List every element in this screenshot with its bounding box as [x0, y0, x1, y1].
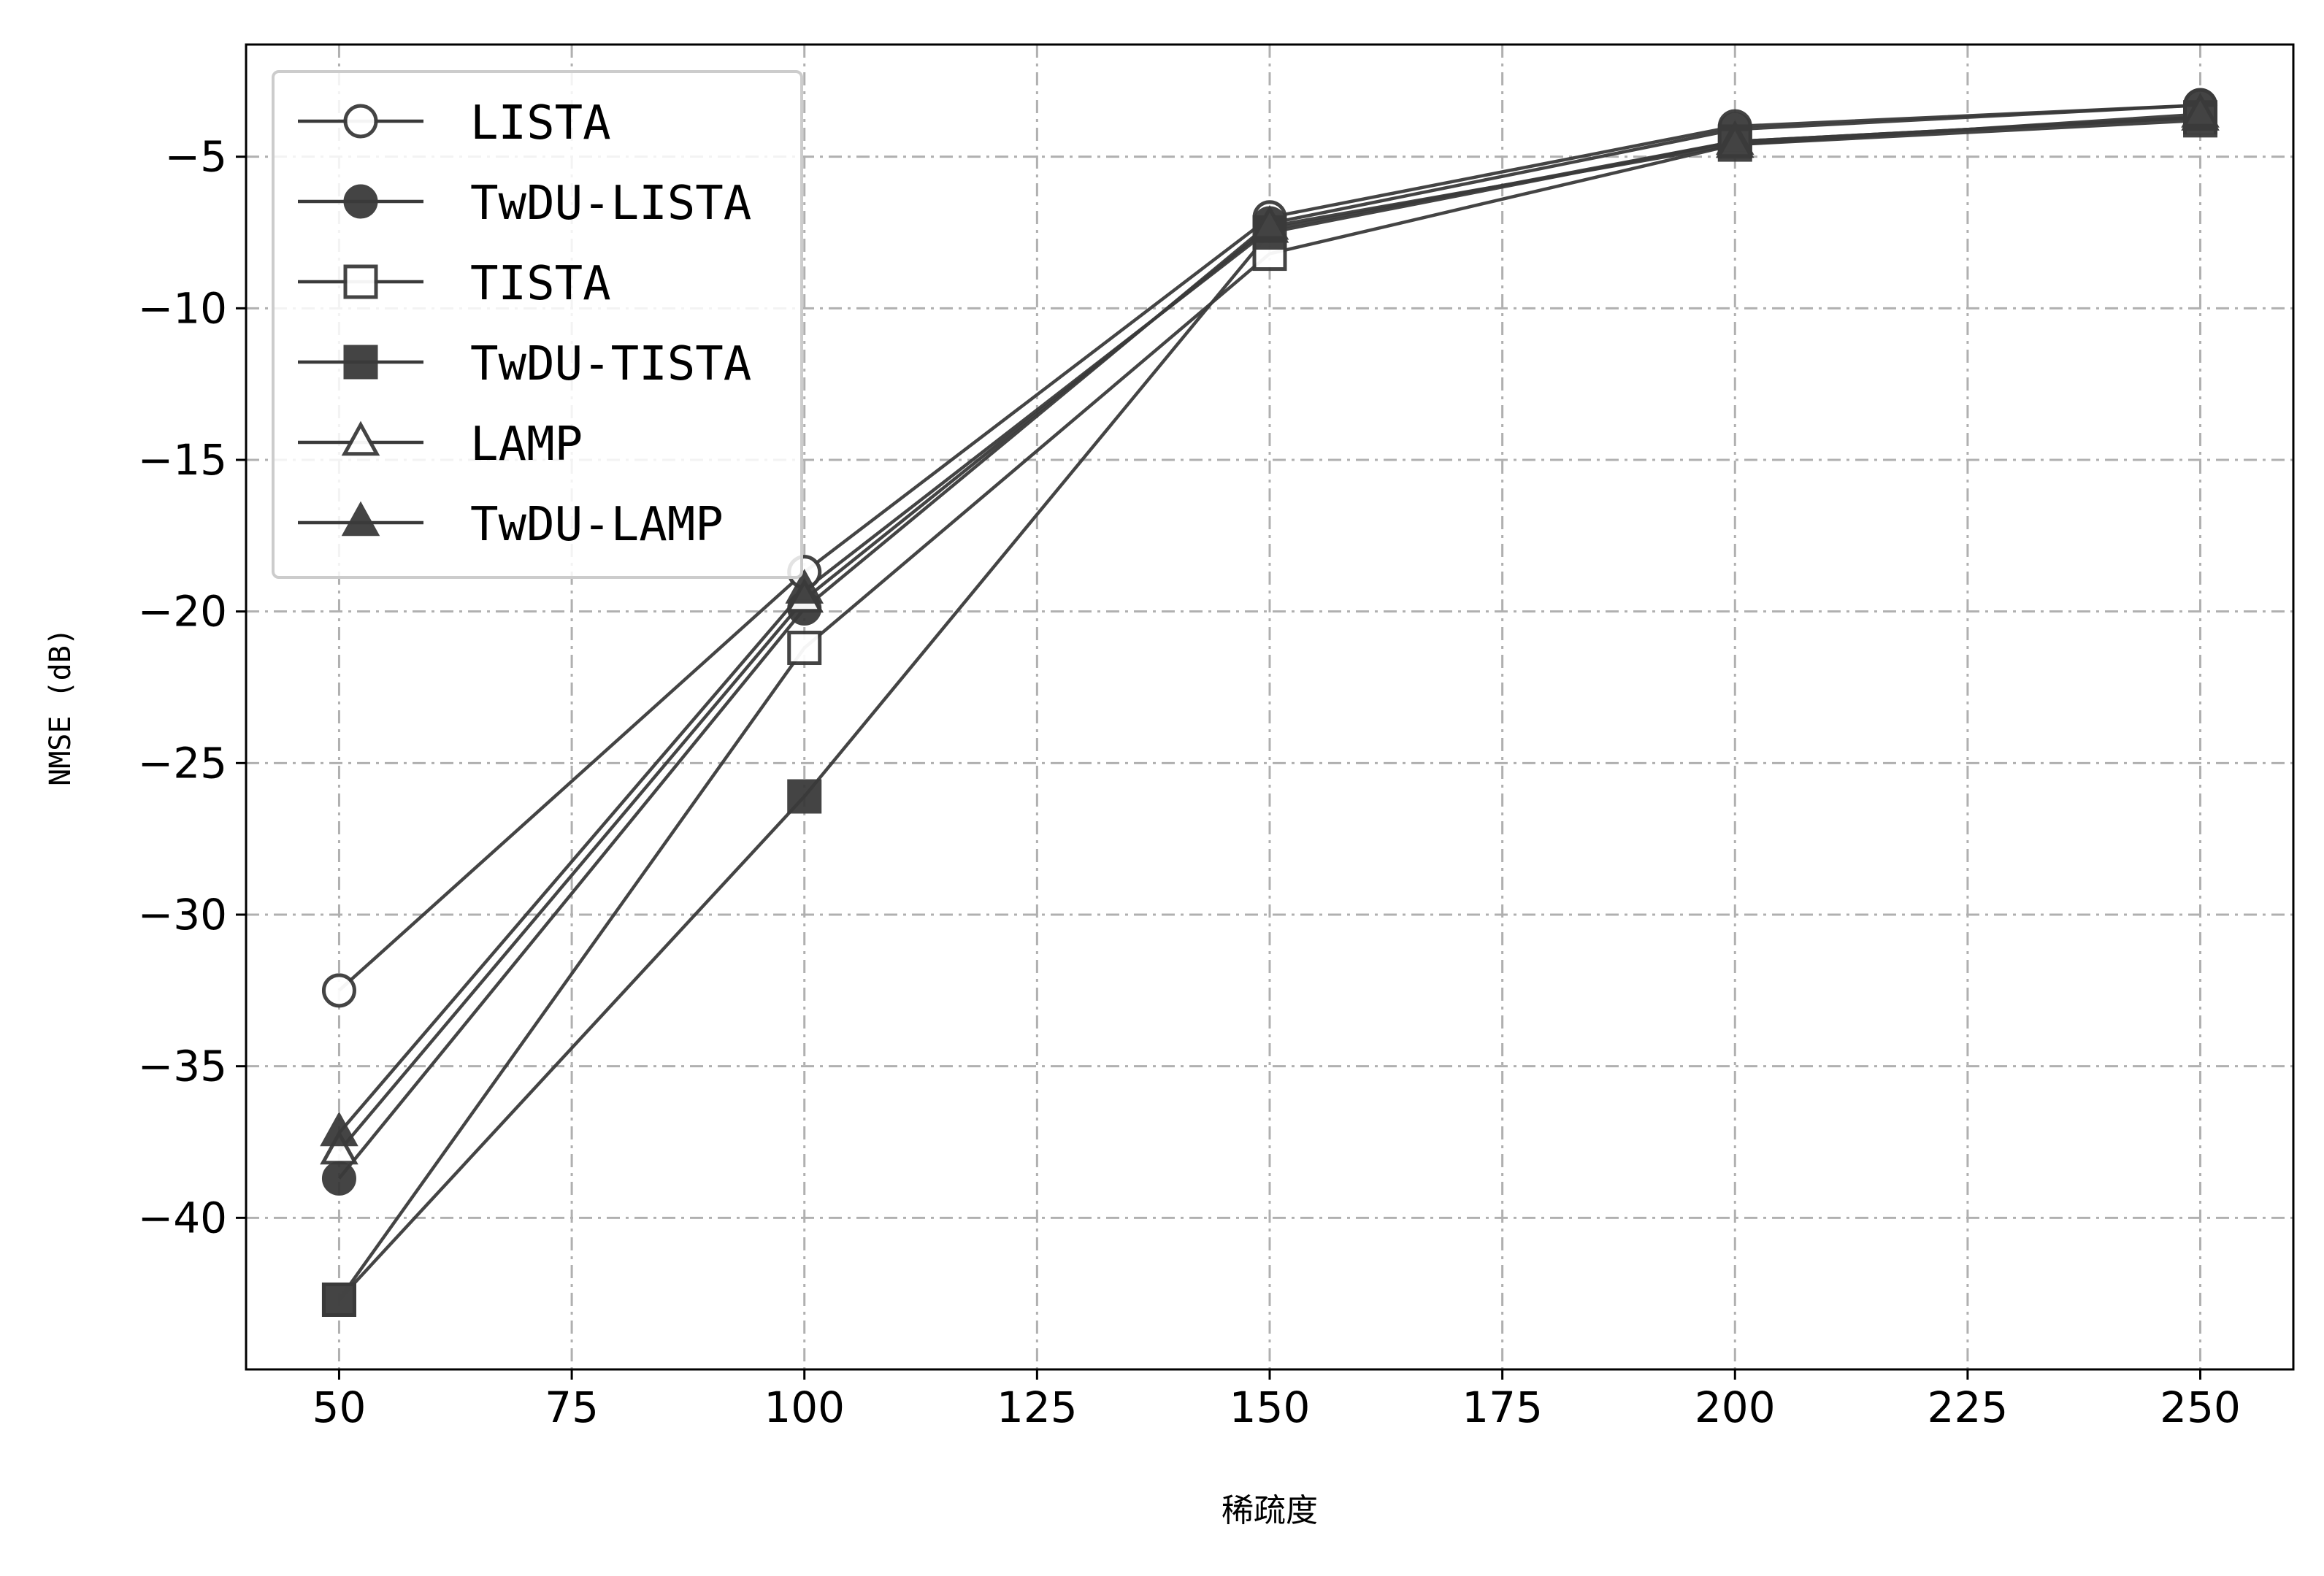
data-point-twdu-lamp — [1715, 120, 1754, 155]
x-axis-label: 稀疏度 — [1222, 1492, 1318, 1529]
data-point-twdu-tista — [787, 779, 822, 814]
legend-marker-tista — [343, 264, 378, 299]
x-tick-label: 225 — [1928, 1383, 2009, 1432]
y-tick-label: −25 — [138, 738, 227, 788]
data-point-twdu-lamp — [2181, 96, 2220, 131]
data-point-twdu-tista — [321, 1282, 356, 1317]
y-tick-label: −10 — [138, 283, 227, 333]
x-tick-label: 200 — [1695, 1383, 1776, 1432]
data-point-twdu-lamp — [1250, 208, 1289, 243]
y-tick-label: −35 — [138, 1042, 227, 1091]
data-point-twdu-lamp — [320, 1111, 358, 1147]
legend-box — [272, 70, 803, 579]
x-tick-label: 175 — [1462, 1383, 1543, 1432]
x-tick-label: 50 — [312, 1383, 367, 1432]
y-tick-label: −20 — [138, 587, 227, 637]
legend-marker-twdu-tista — [343, 345, 378, 380]
y-tick-label: −5 — [165, 132, 228, 182]
legend-label-twdu-tista: TwDU-TISTA — [470, 337, 751, 391]
data-point-lista — [321, 973, 356, 1008]
legend: LISTA TwDU-LISTA TISTA TwDU-TISTA LAMP TwDU-L… — [272, 70, 803, 579]
legend-label-twdu-lista: TwDU-LISTA — [470, 177, 751, 231]
series-markers — [320, 88, 2220, 1317]
legend-label-lamp: LAMP — [470, 418, 583, 472]
y-tick-label: −40 — [138, 1193, 227, 1242]
x-tick-label: 125 — [997, 1383, 1078, 1432]
legend-marker-lista — [343, 104, 378, 139]
y-axis-label: NMSE (dB) — [44, 628, 77, 786]
x-tick-label: 75 — [545, 1383, 599, 1432]
y-tick-label: −30 — [138, 890, 227, 939]
x-tick-label: 100 — [764, 1383, 845, 1432]
legend-marker-twdu-lista — [343, 184, 378, 219]
data-point-tista — [787, 631, 822, 666]
data-point-twdu-lista — [321, 1161, 356, 1196]
x-tick-label: 150 — [1230, 1383, 1311, 1432]
y-tick-label: −15 — [138, 435, 227, 485]
data-point-twdu-lamp — [785, 569, 824, 604]
data-point-lamp — [320, 1129, 358, 1165]
legend-label-twdu-lamp: TwDU-LAMP — [470, 498, 724, 552]
x-tick-label: 250 — [2160, 1383, 2241, 1432]
legend-label-tista: TISTA — [470, 257, 611, 311]
legend-marker-twdu-lamp — [341, 501, 380, 537]
legend-marker-lamp — [341, 420, 380, 456]
legend-label-lista: LISTA — [470, 96, 611, 150]
axis-ticks: 50 75 100 125 150 175 200 225 250 −40 −35 −30 −25 −20… — [138, 132, 2241, 1432]
